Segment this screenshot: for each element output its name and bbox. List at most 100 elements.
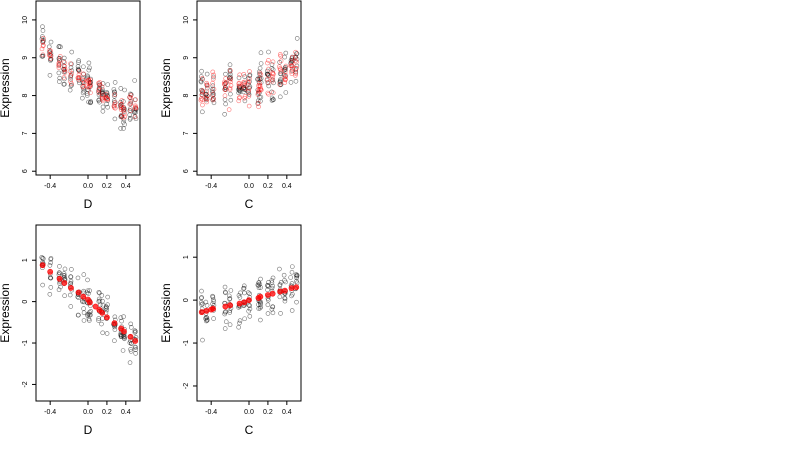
- data-point: [294, 59, 299, 65]
- data-point: [222, 309, 228, 315]
- y-tick-label: 1: [22, 258, 29, 262]
- data-point: [265, 80, 271, 85]
- x-tick-label: 0.2: [102, 409, 112, 416]
- data-point: [203, 307, 210, 314]
- data-point: [278, 77, 283, 82]
- data-point: [266, 58, 271, 63]
- data-point: [257, 83, 263, 88]
- data-point: [211, 95, 216, 101]
- data-point: [127, 340, 133, 345]
- data-point: [269, 280, 275, 285]
- data-point: [132, 330, 138, 335]
- data-point: [203, 318, 209, 324]
- data-point: [75, 312, 81, 318]
- data-point: [228, 76, 234, 81]
- data-point: [198, 295, 204, 301]
- data-point: [58, 44, 63, 50]
- y-axis-title: Expression: [159, 58, 173, 117]
- data-point: [57, 264, 62, 269]
- data-point: [265, 90, 271, 96]
- data-point: [111, 87, 117, 92]
- data-point: [236, 81, 242, 87]
- data-point: [265, 71, 271, 77]
- data-point: [247, 85, 252, 91]
- data-point: [247, 314, 253, 319]
- data-point: [122, 87, 127, 93]
- data-point: [76, 58, 81, 63]
- data-point: [282, 298, 288, 304]
- data-point: [92, 303, 99, 310]
- x-tick-label: -0.4: [44, 409, 56, 416]
- data-point: [245, 80, 251, 86]
- data-point: [241, 299, 248, 306]
- data-point: [269, 285, 275, 291]
- data-point: [246, 92, 252, 97]
- data-point: [237, 318, 243, 323]
- x-tick-label: 0.0: [83, 183, 93, 190]
- data-point: [228, 83, 234, 88]
- data-point: [96, 90, 102, 96]
- data-point: [86, 67, 92, 73]
- data-point: [133, 329, 138, 334]
- data-point: [266, 72, 272, 78]
- data-point: [120, 348, 126, 353]
- data-point: [200, 109, 205, 115]
- data-point: [81, 310, 87, 316]
- data-point: [105, 302, 110, 308]
- data-point: [226, 107, 232, 112]
- data-point: [246, 297, 252, 304]
- data-point: [199, 288, 204, 294]
- data-point: [100, 302, 106, 308]
- data-point: [264, 76, 270, 82]
- data-point: [121, 328, 127, 335]
- data-point: [258, 317, 263, 323]
- data-point: [62, 60, 67, 65]
- data-point: [266, 91, 271, 97]
- data-point: [112, 80, 118, 85]
- data-point: [236, 300, 243, 307]
- data-point: [100, 81, 106, 86]
- data-point: [41, 42, 46, 48]
- data-point: [62, 293, 67, 299]
- data-point: [99, 96, 105, 101]
- data-point: [277, 64, 282, 69]
- data-point: [87, 288, 92, 293]
- data-point: [258, 50, 264, 56]
- data-point: [56, 56, 62, 61]
- data-point: [228, 288, 234, 293]
- y-tick-label: 9: [183, 56, 190, 60]
- data-point: [265, 60, 270, 66]
- data-point: [258, 94, 264, 100]
- data-point: [100, 104, 106, 110]
- data-point: [278, 79, 283, 85]
- data-point: [85, 73, 90, 79]
- data-point: [118, 102, 124, 108]
- data-point: [269, 95, 275, 101]
- data-point: [122, 122, 127, 127]
- data-point: [132, 344, 138, 350]
- series-observed: [39, 255, 139, 365]
- data-point: [80, 84, 86, 90]
- data-point: [81, 306, 86, 311]
- data-point: [278, 67, 283, 72]
- data-point: [282, 287, 288, 294]
- data-point: [133, 97, 138, 102]
- data-point: [288, 275, 293, 280]
- data-point: [270, 310, 276, 316]
- data-point: [58, 284, 63, 290]
- data-point: [112, 314, 118, 320]
- data-point: [210, 305, 216, 312]
- data-point: [223, 101, 228, 107]
- data-point: [270, 275, 276, 281]
- data-point: [242, 95, 247, 101]
- data-point: [227, 308, 233, 313]
- data-point: [277, 59, 282, 65]
- data-point: [121, 108, 126, 113]
- data-point: [210, 293, 215, 299]
- data-point: [61, 81, 67, 87]
- data-point: [204, 82, 210, 88]
- data-point: [204, 99, 209, 105]
- data-point: [105, 294, 110, 300]
- data-point: [203, 314, 209, 320]
- data-point: [100, 108, 106, 114]
